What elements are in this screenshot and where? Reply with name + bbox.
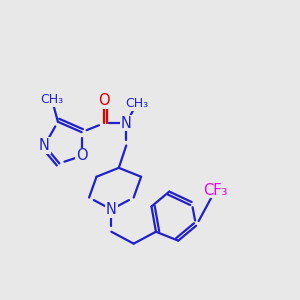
Text: O: O [76, 148, 88, 164]
Text: CF₃: CF₃ [203, 183, 228, 198]
Text: CH₃: CH₃ [40, 93, 64, 106]
Text: N: N [106, 202, 117, 217]
Text: N: N [39, 138, 50, 153]
Text: O: O [98, 94, 110, 109]
Text: N: N [121, 116, 132, 131]
Text: CH₃: CH₃ [125, 98, 148, 110]
